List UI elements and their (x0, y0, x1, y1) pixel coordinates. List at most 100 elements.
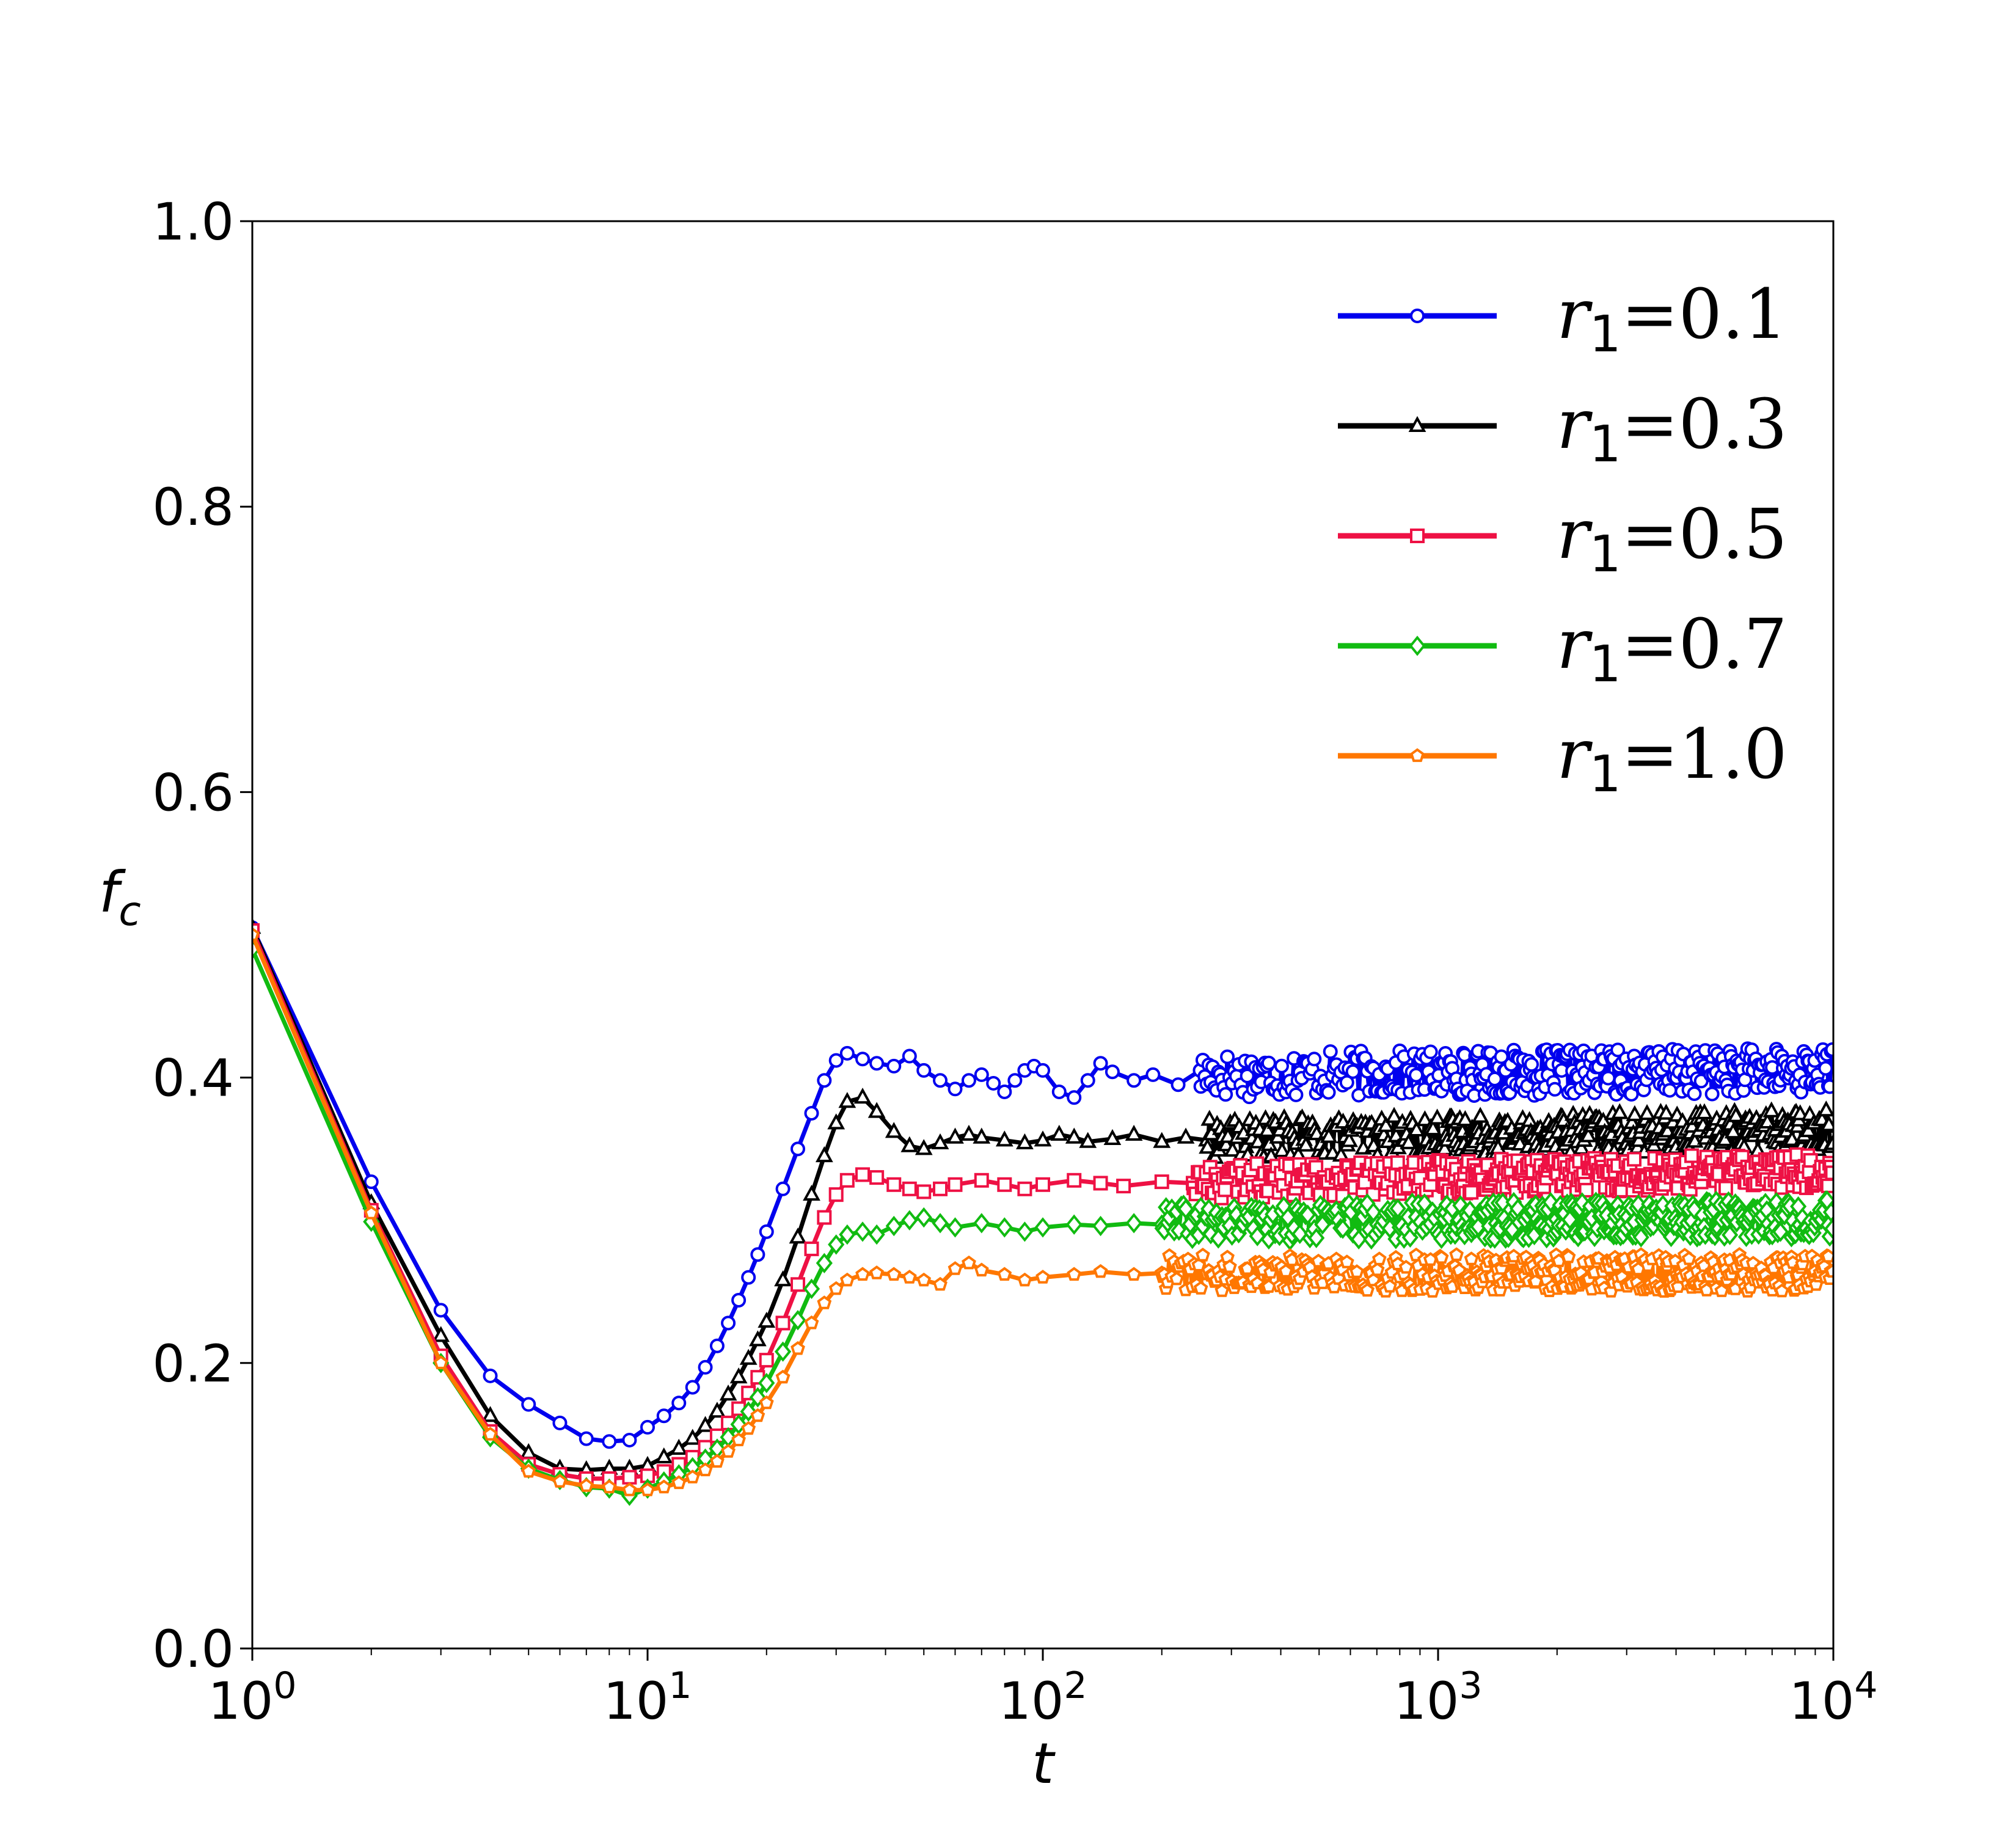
data-point (721, 1444, 736, 1458)
data-point (1249, 1132, 1267, 1149)
data-point (886, 1058, 902, 1074)
data-point (869, 1170, 885, 1185)
data-point (1199, 1138, 1216, 1154)
data-point (1127, 1267, 1141, 1281)
data-point (791, 1341, 805, 1355)
data-point (622, 1469, 637, 1485)
data-point (933, 1073, 948, 1088)
data-point (640, 1419, 655, 1435)
data-point (1171, 1077, 1186, 1092)
data-point (1684, 1148, 1699, 1163)
data-point (698, 1462, 713, 1477)
data-point (790, 1141, 805, 1157)
data-point (1377, 1116, 1395, 1132)
data-point (886, 1177, 902, 1192)
data-point (1398, 1259, 1414, 1274)
data-point (855, 1167, 871, 1182)
data-point (1428, 1108, 1446, 1125)
data-point (1561, 1209, 1579, 1230)
data-point (656, 1408, 671, 1424)
data-point (1400, 1133, 1418, 1149)
data-point (789, 1227, 807, 1244)
data-point (775, 1181, 791, 1196)
data-point (363, 1174, 379, 1190)
data-point (855, 1052, 871, 1067)
data-point (1080, 1073, 1095, 1088)
data-point (974, 1173, 989, 1188)
data-point (552, 1474, 568, 1488)
data-point (698, 1359, 713, 1375)
data-point (481, 1406, 499, 1422)
data-point (710, 1454, 725, 1468)
data-point (1220, 1049, 1235, 1064)
data-point (759, 1224, 774, 1239)
data-point (973, 1127, 991, 1144)
data-point (521, 1397, 536, 1412)
data-point (855, 1267, 870, 1281)
data-point (1345, 1064, 1360, 1079)
data-point (790, 1277, 805, 1292)
data-point (838, 1092, 856, 1108)
data-point (1727, 1106, 1745, 1122)
data-point (973, 1213, 990, 1234)
series-r1=0.3 (252, 918, 1833, 1476)
data-point (433, 1355, 448, 1369)
data-point (1116, 1179, 1131, 1194)
data-point (739, 1348, 758, 1365)
series-layer (252, 918, 1833, 1506)
legend-marker (1410, 748, 1425, 763)
data-point (1016, 1133, 1034, 1150)
data-point (1051, 1084, 1067, 1099)
data-point (1092, 1215, 1109, 1237)
data-point (916, 1063, 932, 1078)
data-point (1218, 1182, 1233, 1198)
data-point (1007, 1073, 1023, 1088)
data-point (1200, 1110, 1219, 1126)
data-point (1065, 1127, 1083, 1144)
data-point (684, 1429, 702, 1445)
data-point (803, 1278, 820, 1299)
data-point (1561, 1249, 1576, 1264)
data-point (817, 1210, 832, 1225)
data-point (1350, 1229, 1367, 1249)
data-point (1799, 1121, 1817, 1138)
data-point (1822, 1079, 1833, 1094)
data-point (916, 1184, 932, 1199)
data-point (1783, 1130, 1801, 1146)
data-point (1214, 1283, 1230, 1297)
data-point (1169, 1271, 1184, 1286)
data-point (1610, 1042, 1626, 1058)
data-point (886, 1267, 902, 1281)
data-point (1601, 1070, 1616, 1086)
data-point (867, 1102, 886, 1118)
data-point (817, 1073, 832, 1088)
data-point (815, 1146, 833, 1163)
data-point (1547, 1081, 1563, 1097)
data-point (839, 1272, 855, 1287)
series-r1=0.7 (252, 938, 1833, 1506)
data-point (1385, 1107, 1403, 1123)
data-point (670, 1438, 688, 1455)
data-point (885, 1122, 903, 1138)
data-point (709, 1338, 725, 1353)
legend-marker (1410, 309, 1425, 323)
data-point (946, 1217, 964, 1238)
data-point (1681, 1251, 1696, 1265)
data-point (1017, 1272, 1032, 1287)
data-point (1339, 1254, 1354, 1268)
data-point (759, 1395, 774, 1410)
data-point (1034, 1217, 1051, 1238)
data-point (719, 1385, 737, 1401)
data-point (1626, 1105, 1644, 1121)
data-point (1323, 1044, 1338, 1059)
data-point (1382, 1278, 1397, 1293)
data-point (1125, 1213, 1142, 1234)
data-point (685, 1380, 700, 1395)
data-point (960, 1124, 978, 1141)
data-point (1371, 1251, 1387, 1265)
data-point (974, 1067, 989, 1082)
data-point (828, 1234, 845, 1255)
series-r1=0.1 (252, 920, 1833, 1449)
data-point (1320, 1127, 1338, 1143)
data-point (1273, 1141, 1291, 1157)
